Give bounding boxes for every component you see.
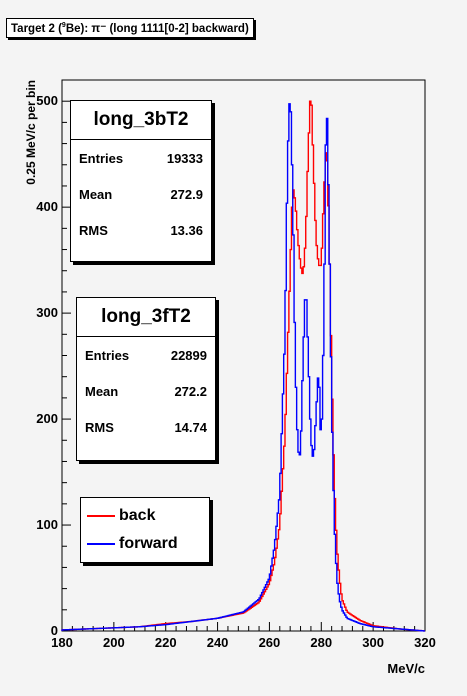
legend-swatch bbox=[87, 543, 115, 545]
stats-row-rms: RMS 14.74 bbox=[77, 409, 215, 445]
stats-value: 13.36 bbox=[170, 222, 203, 238]
stats-value: 19333 bbox=[166, 150, 203, 166]
stats-name: long_3bT2 bbox=[71, 101, 211, 140]
y-tick-label: 200 bbox=[36, 411, 58, 426]
y-tick-label: 300 bbox=[36, 305, 58, 320]
stats-label: RMS bbox=[79, 222, 108, 238]
x-tick-label: 300 bbox=[362, 635, 384, 650]
x-tick-label: 240 bbox=[207, 635, 229, 650]
stats-row-mean: Mean 272.9 bbox=[71, 176, 211, 212]
chart-title-suffix: Be): π⁻ (long 1111[0-2] backward) bbox=[65, 23, 249, 35]
series-forward bbox=[61, 103, 425, 632]
stats-box-forward: long_3fT2 Entries 22899 Mean 272.2 RMS 1… bbox=[76, 297, 216, 461]
legend: back forward bbox=[80, 497, 210, 563]
legend-label: back bbox=[119, 507, 156, 524]
y-tick-label: 500 bbox=[36, 93, 58, 108]
stats-value: 14.74 bbox=[174, 419, 207, 435]
y-tick-label: 400 bbox=[36, 199, 58, 214]
stats-value: 22899 bbox=[170, 347, 207, 363]
legend-swatch bbox=[87, 515, 115, 517]
chart-title-isotope-mass: 9 bbox=[61, 22, 66, 30]
stats-row-rms: RMS 13.36 bbox=[71, 212, 211, 248]
stats-value: 272.9 bbox=[170, 186, 203, 202]
stats-label: Entries bbox=[79, 150, 124, 166]
x-tick-label: 200 bbox=[103, 635, 125, 650]
x-tick-label: 180 bbox=[51, 635, 73, 650]
stats-row-entries: Entries 22899 bbox=[77, 337, 215, 373]
chart-title: Target 2 (9Be): π⁻ (long 1111[0-2] backw… bbox=[6, 18, 254, 38]
chart-title-prefix: Target 2 ( bbox=[11, 23, 62, 35]
stats-row-entries: Entries 19333 bbox=[71, 140, 211, 176]
x-tick-label: 220 bbox=[155, 635, 177, 650]
x-tick-label: 320 bbox=[414, 635, 436, 650]
axis-ticks: 180 200 220 240 260 280 300 320 0 100 200 300 400 500 bbox=[36, 79, 436, 650]
y-axis-label: 0.25 MeV/c per bin bbox=[24, 80, 38, 185]
legend-label: forward bbox=[119, 535, 178, 552]
stats-label: Mean bbox=[85, 383, 119, 399]
histogram-series bbox=[61, 100, 425, 632]
x-tick-label: 280 bbox=[310, 635, 332, 650]
y-tick-label: 100 bbox=[36, 517, 58, 532]
stats-row-mean: Mean 272.2 bbox=[77, 373, 215, 409]
stats-box-back: long_3bT2 Entries 19333 Mean 272.9 RMS 1… bbox=[70, 100, 212, 262]
stats-name: long_3fT2 bbox=[77, 298, 215, 337]
stats-label: RMS bbox=[85, 419, 114, 435]
legend-item-back: back bbox=[81, 506, 155, 526]
stats-value: 272.2 bbox=[174, 383, 207, 399]
stats-label: Entries bbox=[85, 347, 130, 363]
y-tick-label: 0 bbox=[51, 623, 58, 638]
x-tick-label: 260 bbox=[259, 635, 281, 650]
legend-item-forward: forward bbox=[81, 534, 178, 554]
stats-label: Mean bbox=[79, 186, 113, 202]
x-axis-label: MeV/c bbox=[387, 661, 425, 676]
